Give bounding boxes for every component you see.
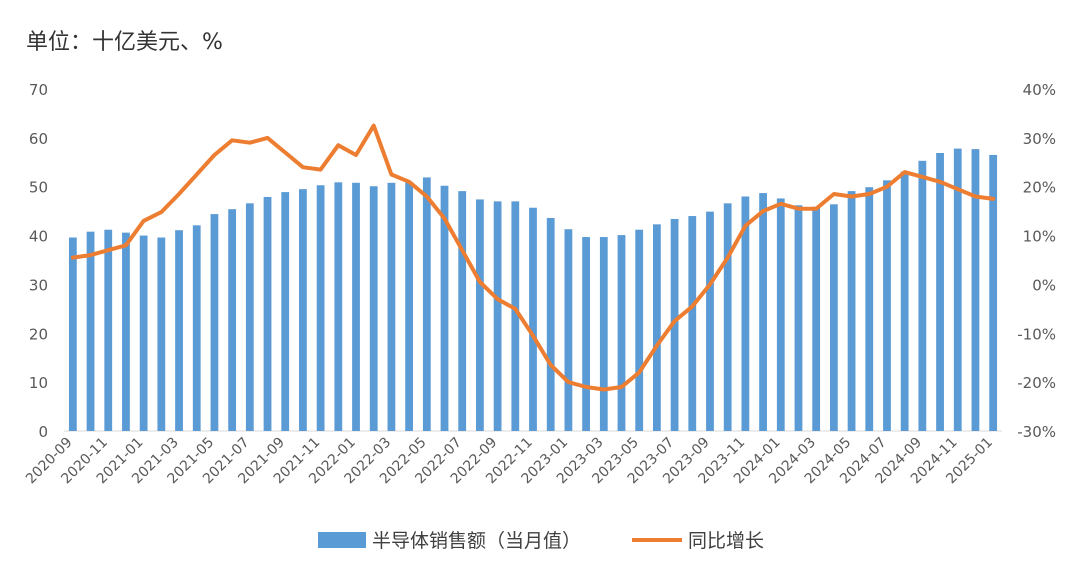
sales-bar <box>210 214 219 431</box>
y-right-tick-label: 30% <box>1023 130 1056 148</box>
sales-bar <box>299 189 307 431</box>
y-left-tick-label: 20 <box>29 325 48 343</box>
sales-bar <box>476 199 484 431</box>
y-left-tick-label: 10 <box>29 374 48 392</box>
sales-bar <box>883 180 891 431</box>
yoy-growth-line <box>70 123 996 392</box>
sales-bar <box>865 187 874 431</box>
y-left-tick-label: 30 <box>29 276 48 294</box>
sales-bar <box>263 196 272 431</box>
sales-bar <box>688 216 697 431</box>
sales-bar <box>971 149 980 431</box>
sales-bar <box>192 225 201 431</box>
sales-bar <box>122 232 130 431</box>
sales-bar <box>936 153 944 431</box>
y-right-tick-label: 20% <box>1023 179 1056 197</box>
sales-bar <box>953 148 962 431</box>
legend-bar-swatch <box>318 532 366 548</box>
y-right-tick-label: 40% <box>1023 81 1056 99</box>
sales-bar <box>759 193 767 431</box>
sales-bar <box>529 207 537 431</box>
unit-label: 单位：十亿美元、% <box>26 30 223 55</box>
sales-bar <box>104 229 113 431</box>
sales-bar <box>564 229 573 431</box>
y-right-tick-label: 0% <box>1032 276 1056 294</box>
sales-bar <box>440 185 449 431</box>
sales-bar <box>582 237 590 431</box>
sales-bar <box>316 185 325 431</box>
sales-bar <box>458 191 467 431</box>
y-left-tick-label: 70 <box>29 81 48 99</box>
legend-bar-label: 半导体销售额（当月值） <box>372 530 581 552</box>
sales-bar <box>405 182 414 431</box>
sales-bar <box>334 182 343 431</box>
sales-bar <box>741 196 750 431</box>
sales-bar <box>352 182 360 431</box>
sales-bar <box>245 203 254 431</box>
sales-bar <box>723 203 732 431</box>
sales-bar <box>175 230 183 431</box>
sales-bar <box>652 224 661 431</box>
sales-bar <box>706 211 714 431</box>
sales-bar <box>228 209 237 431</box>
sales-bar <box>794 205 803 431</box>
sales-bar <box>139 235 148 431</box>
sales-bar <box>599 237 608 431</box>
sales-bar <box>918 160 927 431</box>
sales-bar <box>68 237 77 431</box>
legend-line-label: 同比增长 <box>688 530 764 552</box>
sales-bar <box>829 204 838 431</box>
sales-bar <box>847 191 856 431</box>
sales-bar <box>635 229 644 431</box>
sales-bar <box>546 217 555 431</box>
y-right-tick-label: 10% <box>1023 228 1056 246</box>
sales-bar <box>670 218 679 431</box>
sales-bar <box>812 206 821 431</box>
sales-bar <box>617 235 626 431</box>
y-left-tick-label: 60 <box>29 130 48 148</box>
y-right-tick-label: -10% <box>1017 325 1056 343</box>
y-left-tick-label: 40 <box>29 228 48 246</box>
sales-bar <box>511 201 520 431</box>
y-right-tick-label: -30% <box>1017 423 1056 441</box>
sales-bar <box>281 192 290 431</box>
sales-bar <box>422 177 431 431</box>
y-left-tick-label: 0 <box>38 423 48 441</box>
sales-bar <box>900 171 909 431</box>
sales-bar <box>157 237 166 431</box>
sales-bar <box>387 182 396 431</box>
sales-bar <box>776 198 785 431</box>
sales-bar <box>86 231 95 431</box>
y-left-tick-label: 50 <box>29 179 48 197</box>
sales-bar <box>369 186 378 431</box>
sales-bar <box>493 201 502 431</box>
y-right-tick-label: -20% <box>1017 374 1056 392</box>
sales-bar <box>989 154 998 431</box>
